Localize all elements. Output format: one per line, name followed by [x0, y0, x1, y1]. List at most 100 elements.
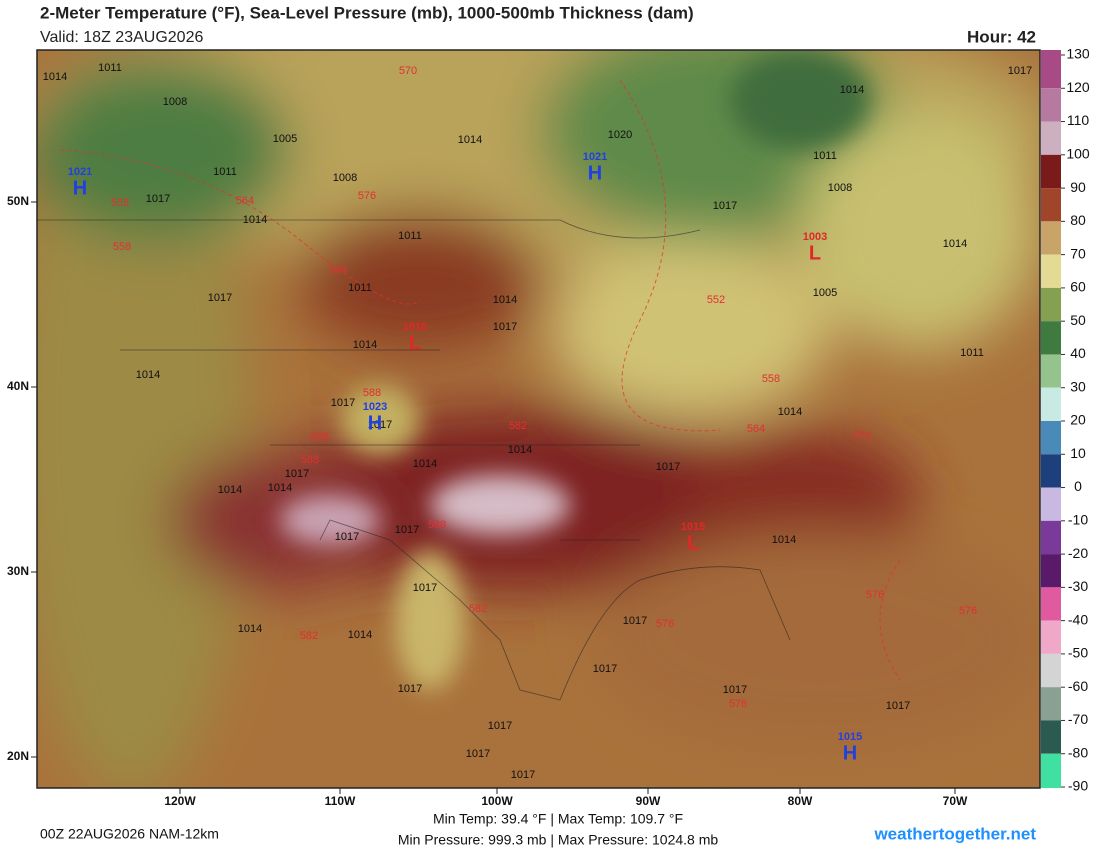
colorbar-label: -30: [1068, 578, 1088, 594]
colorbar-label: -90: [1068, 778, 1088, 794]
colorbar-label: -80: [1068, 744, 1088, 760]
isobar-label: 1020: [608, 129, 632, 141]
isobar-label: 1008: [333, 172, 357, 184]
isobar-label: 1017: [208, 292, 232, 304]
thickness-label: 576: [959, 605, 977, 617]
colorbar-segment: [1041, 254, 1061, 288]
isobar-label: 1017: [466, 748, 490, 760]
colorbar-label: 90: [1070, 179, 1086, 195]
isobar-label: 1014: [348, 629, 372, 641]
isobar-label: 1011: [960, 347, 984, 359]
pressure-center-value: 1010: [403, 321, 427, 333]
thickness-label: 564: [747, 423, 765, 435]
isobar-label: 1011: [213, 166, 237, 178]
isobar-label: 1017: [623, 615, 647, 627]
isobar-label: 1017: [395, 524, 419, 536]
colorbar-label: -50: [1068, 645, 1088, 661]
isobar-label: 1014: [218, 484, 242, 496]
colorbar-label: 70: [1070, 245, 1086, 261]
isobar-label: 1008: [163, 96, 187, 108]
thickness-label: 588: [311, 431, 329, 443]
temp-range: Min Temp: 39.4 °F | Max Temp: 109.7 °F: [433, 811, 683, 827]
isobar-label: 1014: [778, 406, 802, 418]
colorbar-label: -40: [1068, 611, 1088, 627]
colorbar-segment: [1041, 720, 1061, 754]
thickness-label: 558: [111, 197, 129, 209]
isobar-label: 1014: [353, 339, 377, 351]
isobar-label: 1017: [368, 419, 392, 431]
isobar-label: 1017: [398, 683, 422, 695]
colorbar-label: 100: [1066, 146, 1090, 162]
isobar-label: 1014: [943, 238, 967, 250]
pressure-center-value: 1021: [68, 166, 92, 178]
isobar-label: 1014: [840, 84, 864, 96]
lon-label: 90W: [636, 794, 661, 808]
thickness-label: 570: [853, 430, 871, 442]
thickness-label: 558: [113, 241, 131, 253]
colorbar-label: 80: [1070, 212, 1086, 228]
thickness-label: 576: [656, 618, 674, 630]
isobar-label: 1017: [488, 720, 512, 732]
colorbar-segment: [1041, 88, 1061, 122]
pressure-center-letter: L: [809, 242, 821, 264]
isobar-label: 1005: [273, 133, 297, 145]
colorbar-label: 60: [1070, 279, 1086, 295]
pressure-center-letter: L: [687, 532, 699, 554]
colorbar-label: 50: [1070, 312, 1086, 328]
isobar-label: 1017: [331, 397, 355, 409]
isobar-label: 1017: [335, 531, 359, 543]
colorbar-label: 10: [1070, 445, 1086, 461]
colorbar-segment: [1041, 354, 1061, 388]
lon-label: 100W: [481, 794, 513, 808]
thickness-label: 576: [358, 190, 376, 202]
colorbar-segment: [1041, 287, 1061, 322]
isobar-label: 1014: [136, 369, 160, 381]
isobar-label: 1017: [1008, 65, 1032, 77]
thickness-label: 588: [428, 519, 446, 531]
isobar-label: 1011: [348, 282, 372, 294]
colorbar-label: 110: [1067, 112, 1090, 128]
colorbar-label: 0: [1074, 478, 1082, 494]
site-credit: weathertogether.net: [873, 824, 1036, 843]
colorbar-segment: [1041, 188, 1061, 222]
isobar-label: 1017: [656, 461, 680, 473]
colorbar-segment: [1041, 454, 1061, 488]
colorbar-segment: [1041, 487, 1061, 521]
thickness-label: 570: [399, 65, 417, 77]
colorbar-segment: [1041, 620, 1061, 654]
colorbar-segment: [1041, 321, 1061, 355]
lat-label: 50N: [7, 194, 29, 208]
lat-label: 20N: [7, 749, 29, 763]
isobar-label: 1014: [508, 444, 532, 456]
lon-label: 110W: [325, 794, 356, 808]
isobar-label: 1017: [413, 582, 437, 594]
colorbar-segment: [1041, 587, 1061, 621]
isobar-label: 1017: [285, 468, 309, 480]
isobar-label: 1017: [146, 193, 170, 205]
pressure-center-value: 1015: [838, 731, 862, 743]
pressure-center-letter: H: [843, 742, 857, 764]
colorbar-label: -20: [1068, 545, 1088, 561]
isobar-label: 1011: [813, 150, 837, 162]
pressure-range: Min Pressure: 999.3 mb | Max Pressure: 1…: [398, 832, 719, 848]
thickness-label: 576: [866, 589, 884, 601]
map-frame: [36, 49, 1041, 789]
thickness-label: 588: [363, 387, 381, 399]
thickness-label: 552: [707, 294, 725, 306]
colorbar-label: 20: [1070, 412, 1086, 428]
lat-label: 30N: [7, 564, 29, 578]
isobar-label: 1011: [398, 230, 422, 242]
colorbar-label: -70: [1068, 711, 1088, 727]
isobar-label: 1014: [413, 458, 437, 470]
lon-label: 70W: [943, 794, 968, 808]
isobar-label: 1014: [43, 71, 67, 83]
isobar-label: 1017: [713, 200, 737, 212]
lon-label: 120W: [164, 794, 196, 808]
pressure-center-value: 1003: [803, 231, 827, 243]
valid-time: Valid: 18Z 23AUG2026: [40, 29, 203, 46]
colorbar-segment: [1041, 121, 1061, 155]
isobar-label: 1017: [493, 321, 517, 333]
colorbar-label: 40: [1070, 345, 1086, 361]
colorbar-segment: [1041, 687, 1061, 721]
